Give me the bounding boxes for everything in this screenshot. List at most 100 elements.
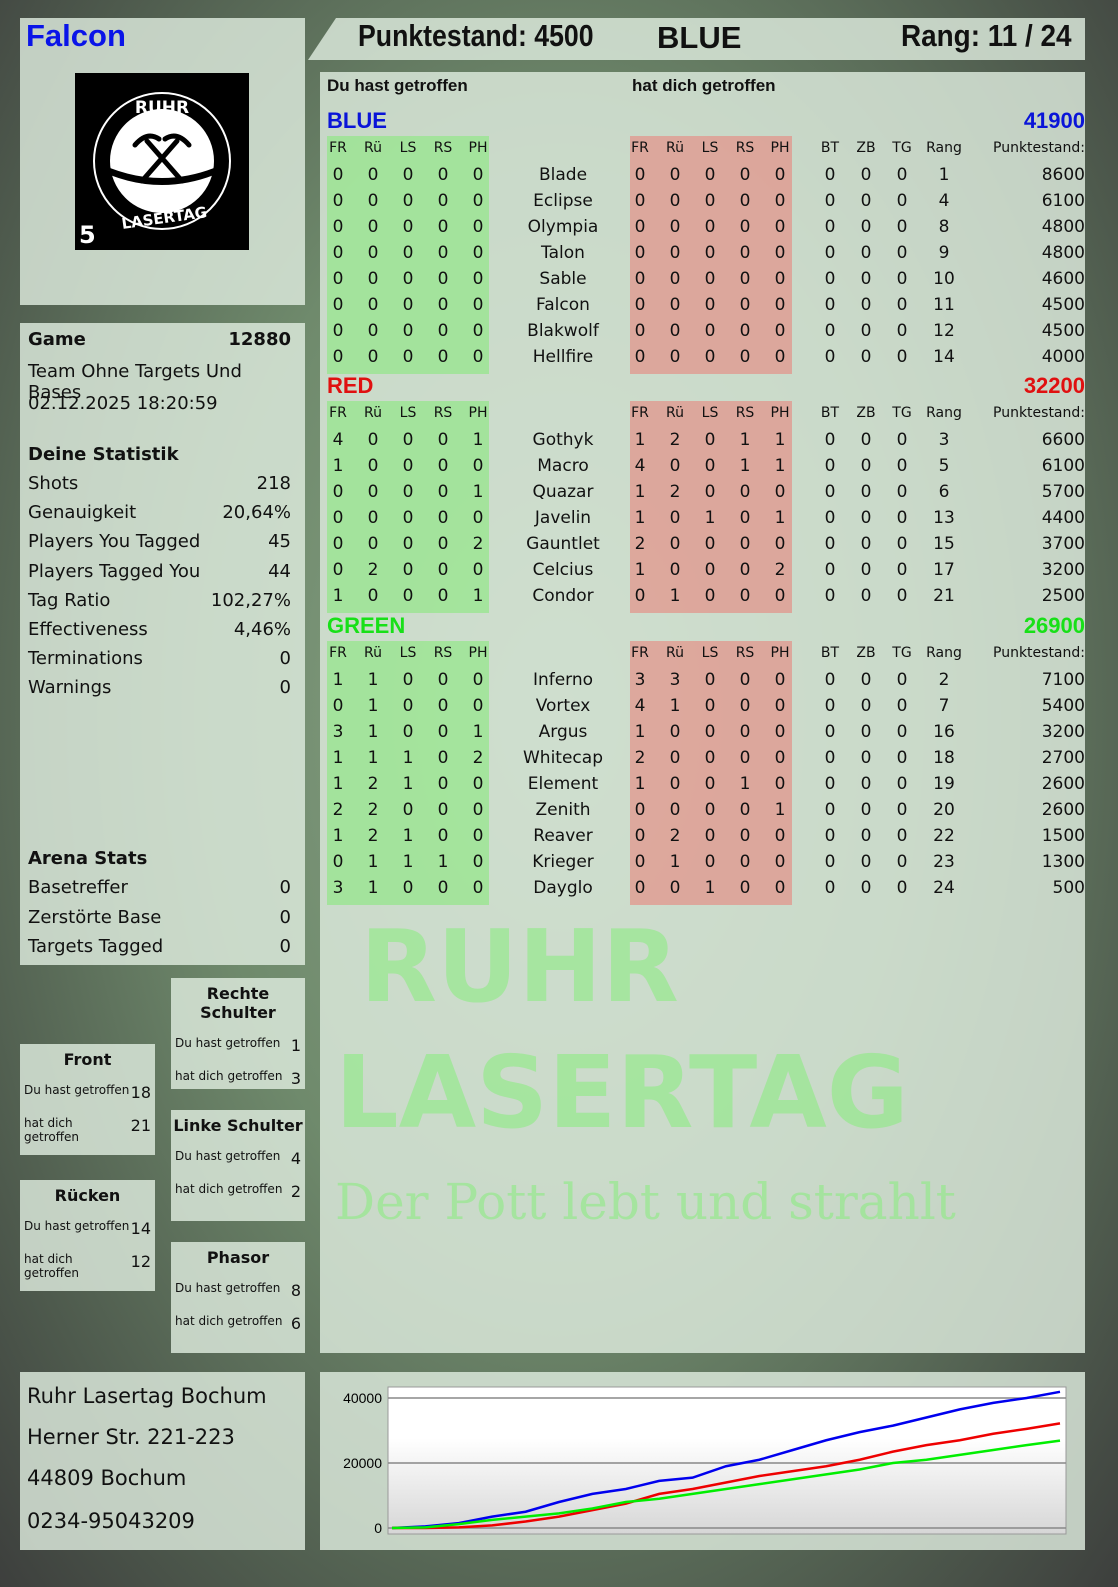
player-name: Krieger	[532, 852, 594, 872]
got-cell: 0	[774, 243, 786, 263]
col-header: BT	[820, 140, 840, 156]
got-cell: 0	[669, 217, 681, 237]
hit-cell: 0	[402, 191, 414, 211]
got-cell: 0	[704, 347, 716, 367]
game-datetime: 02.12.2025 18:20:59	[28, 393, 218, 414]
zb-cell: 0	[860, 269, 872, 289]
got-cell: 0	[774, 321, 786, 341]
zb-cell: 0	[860, 670, 872, 690]
stat-label: Effectiveness	[28, 619, 148, 640]
bt-cell: 0	[824, 269, 836, 289]
stat-label: Players Tagged You	[28, 560, 201, 582]
got-cell: 0	[739, 347, 751, 367]
hit-cell: 0	[472, 800, 484, 820]
zb-cell: 0	[860, 456, 872, 476]
hit-cell: 2	[472, 534, 484, 554]
hit-cell: 0	[402, 165, 414, 185]
score-cell: 7100	[1041, 670, 1085, 690]
got-cell: 0	[774, 852, 786, 872]
rank-cell: 5	[938, 456, 950, 476]
hit-you-block	[630, 136, 792, 374]
hit-cell: 1	[402, 748, 414, 768]
player-name: Whitecap	[523, 748, 603, 768]
tg-cell: 0	[896, 456, 908, 476]
got-cell: 4	[634, 696, 646, 716]
zb-cell: 0	[860, 508, 872, 528]
rank-cell: 24	[933, 878, 955, 898]
player-name: Vortex	[535, 696, 591, 716]
got-cell: 0	[739, 670, 751, 690]
zone-got-label: hat dich getroffen	[175, 1314, 283, 1328]
tg-cell: 0	[896, 696, 908, 716]
got-cell: 0	[774, 826, 786, 846]
hit-cell: 1	[472, 430, 484, 450]
col-header: Rü	[364, 140, 382, 156]
score-cell: 4500	[1041, 321, 1085, 341]
got-cell: 0	[704, 586, 716, 606]
got-cell: 0	[774, 696, 786, 716]
rank-cell: 13	[933, 508, 955, 528]
hit-cell: 0	[437, 217, 449, 237]
score-cell: 4800	[1041, 243, 1085, 263]
zone-hit-value: 18	[130, 1083, 151, 1102]
tg-cell: 0	[896, 217, 908, 237]
got-cell: 0	[669, 722, 681, 742]
zone-got-value: 21	[130, 1116, 151, 1135]
hit-cell: 0	[402, 269, 414, 289]
zone-got-label: hat dich getroffen	[175, 1069, 283, 1083]
hit-cell: 0	[472, 321, 484, 341]
col-header: FR	[329, 140, 347, 156]
bt-cell: 0	[824, 670, 836, 690]
got-cell: 4	[634, 456, 646, 476]
player-score: Punktestand: 4500	[358, 18, 594, 53]
hit-cell: 0	[367, 430, 379, 450]
tg-cell: 0	[896, 586, 908, 606]
stat-row: Terminations 0	[28, 648, 291, 669]
got-cell: 0	[704, 321, 716, 341]
col-header: Punktestand:	[993, 405, 1085, 421]
hit-cell: 0	[332, 321, 344, 341]
got-cell: 0	[704, 560, 716, 580]
zone-got-row: hat dich getroffen 6	[171, 1314, 305, 1333]
hit-cell: 0	[402, 670, 414, 690]
bt-cell: 0	[824, 456, 836, 476]
hit-cell: 0	[402, 534, 414, 554]
col-header: Rü	[364, 405, 382, 421]
hit-you-block	[630, 641, 792, 905]
bt-cell: 0	[824, 534, 836, 554]
team-name: RED	[327, 373, 374, 398]
zb-cell: 0	[860, 295, 872, 315]
hit-cell: 2	[332, 800, 344, 820]
zb-cell: 0	[860, 165, 872, 185]
zone-got-value: 12	[130, 1252, 151, 1271]
bt-cell: 0	[824, 347, 836, 367]
got-cell: 0	[774, 534, 786, 554]
zone-box-front: Front Du hast getroffen 18 hat dich getroff…	[20, 1044, 155, 1155]
zb-cell: 0	[860, 534, 872, 554]
hit-cell: 1	[472, 482, 484, 502]
zone-hit-row: Du hast getroffen 1	[171, 1036, 305, 1055]
got-cell: 1	[669, 852, 681, 872]
bt-cell: 0	[824, 800, 836, 820]
bt-cell: 0	[824, 165, 836, 185]
got-cell: 2	[669, 430, 681, 450]
zone-got-label: hat dich getroffen	[175, 1182, 283, 1196]
got-cell: 0	[669, 534, 681, 554]
stat-row: Shots 218	[28, 473, 291, 494]
score-cell: 4400	[1041, 508, 1085, 528]
hit-cell: 0	[472, 508, 484, 528]
got-cell: 1	[634, 722, 646, 742]
stat-value: 44	[268, 560, 291, 582]
hit-cell: 0	[437, 347, 449, 367]
col-header: TG	[892, 645, 912, 661]
score-cell: 2600	[1041, 800, 1085, 820]
col-header: FR	[631, 405, 649, 421]
score-cell: 2500	[1041, 586, 1085, 606]
player-name: Blade	[538, 165, 588, 185]
got-cell: 3	[669, 670, 681, 690]
got-cell: 0	[774, 269, 786, 289]
score-cell: 3200	[1041, 560, 1085, 580]
got-cell: 1	[774, 508, 786, 528]
zone-hit-label: Du hast getroffen	[175, 1149, 281, 1163]
got-cell: 0	[774, 878, 786, 898]
